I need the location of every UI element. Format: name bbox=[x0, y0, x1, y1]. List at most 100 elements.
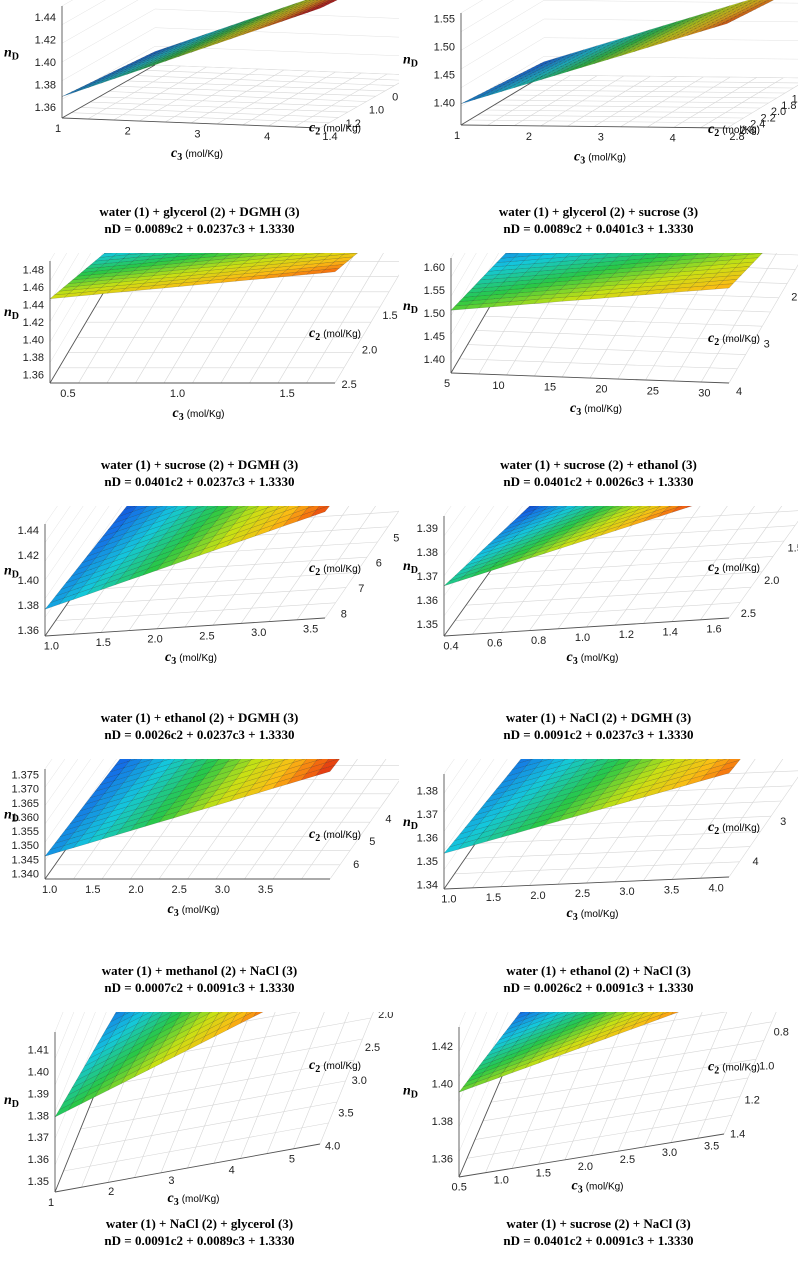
surface-mesh bbox=[458, 1012, 680, 1093]
regression-equation: nD = 0.0401c2 + 0.0026c3 + 1.3330 bbox=[503, 474, 694, 489]
surface-cell bbox=[549, 759, 566, 765]
z-tick-label: 1.37 bbox=[417, 809, 438, 821]
surface-cell bbox=[310, 506, 330, 517]
x-tick-label: 2.5 bbox=[575, 888, 590, 900]
surface-cell bbox=[654, 253, 673, 259]
surface-cell bbox=[547, 506, 568, 516]
y-tick-label: 3 bbox=[764, 339, 770, 351]
surface-cell bbox=[278, 759, 296, 768]
surface-cell bbox=[629, 1012, 645, 1019]
x-tick-label: 1.4 bbox=[663, 626, 678, 638]
floor-grid bbox=[460, 74, 798, 129]
x-tick-label: 1.6 bbox=[706, 624, 721, 636]
x-tick-label: 2 bbox=[526, 131, 532, 143]
surface-cell bbox=[551, 1012, 569, 1022]
surface-mesh bbox=[61, 0, 338, 97]
regression-equation: nD = 0.0401c2 + 0.0237c3 + 1.3330 bbox=[104, 474, 295, 489]
system-title: water (1) + sucrose (2) + ethanol (3) bbox=[500, 457, 697, 472]
surface-cell bbox=[654, 506, 670, 512]
surface-cell bbox=[668, 253, 686, 258]
y-axis-label: c2 (mol/Kg) bbox=[309, 561, 361, 578]
y-tick-label: 2 bbox=[791, 291, 797, 303]
surface-cell bbox=[98, 253, 118, 258]
surface-cell bbox=[558, 759, 577, 767]
surface-cell bbox=[518, 1012, 525, 1015]
z-tick-label: 1.40 bbox=[432, 1078, 453, 1090]
regression-equation: nD = 0.0026c2 + 0.0237c3 + 1.3330 bbox=[104, 727, 295, 742]
z-axis-label: nD bbox=[4, 45, 19, 62]
surface-cell bbox=[526, 506, 537, 510]
surface-cell bbox=[250, 759, 255, 761]
surface-mesh bbox=[44, 759, 340, 857]
surface-cell bbox=[189, 506, 209, 516]
x-tick-label: 5 bbox=[444, 378, 450, 390]
x-axis-label: c3 (mol/Kg) bbox=[567, 906, 619, 923]
surface-cell bbox=[701, 759, 719, 767]
surface-chart: 1.34 1.35 1.36 1.37 1.38 1.0 1.5 2.0 2.5 3.0 3.5 4.… bbox=[403, 759, 798, 923]
surface-cell bbox=[330, 0, 336, 2]
tick-labels: 1.36 1.38 1.40 1.42 1.44 1.0 1.5 2.0 2.5 3.0 3.5 8 7… bbox=[18, 525, 399, 652]
y-axis-line bbox=[460, 74, 545, 126]
tick-labels: 1.35 1.36 1.37 1.38 1.39 1.40 1.41 1 2 3 4 5 4.0 3.5 3… bbox=[28, 1012, 394, 1209]
x-tick-label: 0.4 bbox=[443, 640, 458, 652]
z-tick-label: 1.36 bbox=[28, 1154, 49, 1166]
surface-cell bbox=[315, 506, 329, 511]
surface-chart: 1.361.381.401.421.4412341.41.21.00.80.6n… bbox=[4, 0, 399, 163]
surface-cell bbox=[328, 253, 346, 257]
x-tick-label: 1 bbox=[48, 1197, 54, 1209]
surface-cell bbox=[151, 253, 169, 257]
surface-cell bbox=[208, 1012, 213, 1015]
surface-cell bbox=[619, 506, 630, 510]
x-tick-label: 2.5 bbox=[172, 884, 187, 896]
chart-panel: 1.36 1.38 1.40 1.42 1.44 1.0 1.5 2.0 2.5 3.0 3.5 8 7… bbox=[0, 506, 399, 759]
x-axis-line bbox=[460, 124, 728, 129]
x-tick-label: 1.5 bbox=[280, 388, 295, 400]
z-tick-label: 1.345 bbox=[11, 854, 39, 866]
y-tick-label: 2.2 bbox=[760, 112, 775, 124]
surface-cell bbox=[180, 506, 199, 515]
surface-cell bbox=[312, 0, 316, 2]
surface-cell bbox=[311, 0, 322, 4]
surface-cell bbox=[570, 506, 586, 512]
surface-cell bbox=[194, 506, 205, 510]
surface-cell bbox=[165, 253, 181, 255]
surface-cell bbox=[292, 0, 308, 6]
z-tick-label: 1.48 bbox=[23, 265, 44, 277]
surface-cell bbox=[261, 506, 280, 515]
surface-cell bbox=[172, 506, 188, 513]
system-title: water (1) + sucrose (2) + NaCl (3) bbox=[506, 1216, 691, 1231]
surface-cell bbox=[651, 759, 657, 761]
surface-cell bbox=[535, 759, 555, 769]
x-tick-label: 3 bbox=[194, 128, 200, 140]
y-tick-label: 4 bbox=[385, 813, 391, 825]
system-title: water (1) + NaCl (2) + DGMH (3) bbox=[505, 710, 692, 725]
x-axis-label: c3 (mol/Kg) bbox=[168, 1191, 220, 1208]
surface-cell bbox=[301, 759, 318, 766]
surface-cell bbox=[622, 759, 642, 769]
surface-cell bbox=[584, 506, 589, 508]
x-tick-label: 15 bbox=[544, 382, 556, 394]
surface-cell bbox=[253, 1012, 264, 1018]
surface-cell bbox=[180, 759, 198, 767]
surface-cell bbox=[517, 759, 533, 764]
surface-cell bbox=[299, 0, 315, 6]
surface-cell bbox=[280, 253, 290, 254]
surface-cell bbox=[235, 506, 246, 510]
y-tick-label: 5 bbox=[369, 836, 375, 848]
surface-cell bbox=[295, 0, 312, 6]
surface-cell bbox=[551, 253, 571, 259]
surface-cell bbox=[683, 759, 692, 762]
surface-cell bbox=[123, 759, 143, 768]
surface-cell bbox=[269, 759, 285, 765]
chart-caption: water (1) + methanol (2) + NaCl (3) nD = … bbox=[0, 962, 399, 996]
x-tick-label: 0.5 bbox=[452, 1181, 467, 1193]
surface-cell bbox=[199, 1012, 202, 1014]
surface-cell bbox=[314, 0, 326, 4]
surface-cell bbox=[536, 1012, 546, 1016]
surface-cell bbox=[109, 1012, 126, 1023]
x-tick-label: 0.6 bbox=[487, 638, 502, 650]
surface-cell bbox=[542, 253, 558, 256]
y-axis-label: c2 (mol/Kg) bbox=[309, 827, 361, 844]
x-tick-label: 3.5 bbox=[258, 884, 273, 896]
surface-cell bbox=[754, 0, 769, 5]
